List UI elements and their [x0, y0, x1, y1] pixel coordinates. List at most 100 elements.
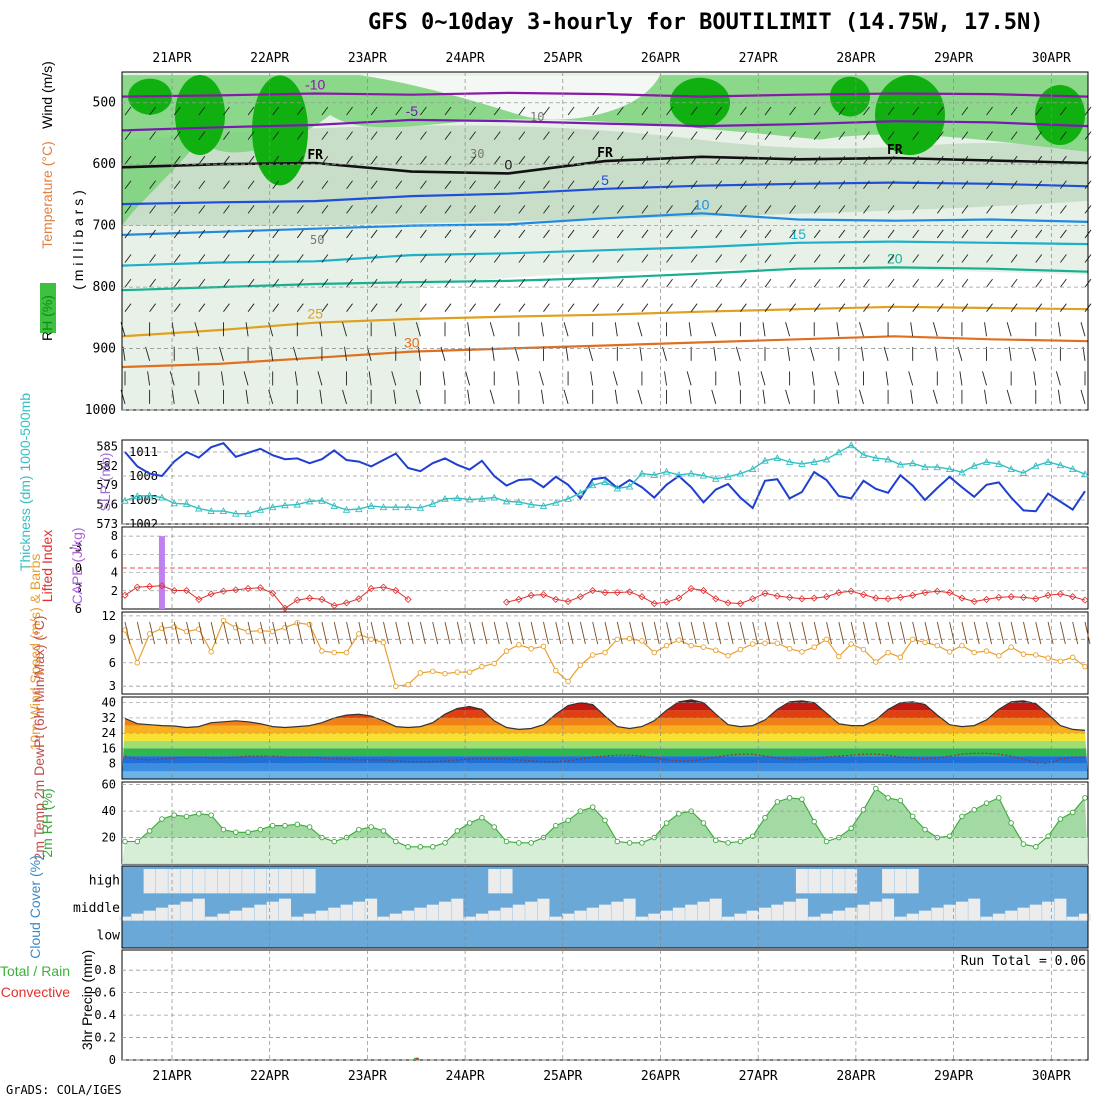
wind-barb: [863, 155, 870, 165]
wind-speed-point: [503, 648, 510, 654]
wind-barb-10m: [912, 621, 919, 645]
thickness-point: [588, 481, 597, 489]
wind-barb: [198, 106, 206, 116]
cloud-mid-gap: [1054, 898, 1067, 921]
wind-barb: [567, 106, 575, 116]
wind-barb: [690, 205, 698, 214]
wind-barb: [442, 371, 446, 386]
wind-barb: [887, 254, 895, 263]
wind-barb: [1060, 180, 1067, 190]
thickness-point: [847, 441, 855, 449]
wind-barb: [735, 346, 741, 361]
wind-barb: [762, 389, 766, 404]
wind-speed-point: [553, 667, 559, 674]
cloud-mid-gap: [131, 913, 144, 921]
wind-barb: [469, 180, 476, 190]
wind-barb: [688, 322, 692, 337]
lifted-index-point: [909, 591, 917, 599]
cloud-mid-gap: [512, 904, 525, 921]
wind-speed-point: [466, 669, 473, 675]
wind-barb: [1060, 155, 1067, 165]
wind-barb-10m: [456, 621, 463, 645]
wind-barb-10m: [358, 621, 365, 645]
cloud-mid-gap: [882, 898, 895, 921]
temp-color-band: [122, 756, 1088, 764]
cloud-mid-gap: [586, 907, 599, 921]
wind-barb: [961, 205, 969, 214]
wind-barb-10m: [629, 621, 636, 645]
wind-barb: [936, 303, 944, 312]
wind-barb: [319, 389, 323, 404]
rh-blob-saturated: [175, 75, 225, 156]
rh-point: [269, 822, 276, 829]
precip-tick: 0.2: [94, 1031, 116, 1045]
wind-barb: [785, 322, 791, 337]
wind-barb-10m: [395, 621, 402, 645]
wind-barb: [420, 278, 427, 288]
thickness-point: [441, 494, 449, 502]
rh-point: [626, 840, 633, 846]
thickness-point: [613, 484, 622, 492]
cloud-high-gap: [845, 869, 858, 894]
cloud-mid-gap: [180, 901, 193, 921]
wind-barb: [961, 278, 969, 288]
rh-point: [762, 814, 768, 821]
wind-barb: [565, 346, 569, 361]
wind-barb: [124, 155, 132, 165]
isotherm-line: [121, 305, 1089, 338]
wind-barb: [247, 303, 255, 312]
wind-barb-10m: [149, 621, 156, 645]
wind-barb: [690, 278, 698, 288]
thickness-point: [958, 468, 966, 476]
wind-barb-10m: [555, 621, 562, 645]
wind-barb: [1035, 180, 1043, 190]
wind-barb: [1060, 254, 1067, 263]
wind-barb: [198, 254, 206, 263]
wind-barb: [543, 229, 550, 239]
lifted-index-point: [1081, 596, 1089, 604]
thickness-point: [404, 503, 412, 511]
wind-barb: [838, 205, 846, 214]
wind-barb: [321, 131, 329, 140]
wind-barb: [444, 278, 452, 288]
wind-barb: [469, 205, 476, 214]
lifted-index-point: [613, 589, 621, 597]
wind-barb-10m: [838, 621, 845, 645]
date-label-top: 23APR: [348, 51, 387, 66]
wind-barb: [932, 322, 938, 337]
cloud-mid-gap: [611, 901, 624, 921]
wind-barb: [247, 205, 255, 214]
wind-barb: [592, 155, 600, 165]
wind-barb: [420, 254, 427, 263]
wind-barb-10m: [309, 621, 316, 645]
thickness-point: [736, 469, 745, 477]
cloud-mid-gap: [685, 904, 698, 921]
isotherm-label: 30: [404, 335, 420, 351]
wind-barb: [592, 229, 600, 239]
wind-speed-point: [885, 649, 891, 656]
wind-barb: [563, 389, 569, 404]
date-label-top: 29APR: [934, 51, 973, 66]
wind-barb: [247, 106, 255, 116]
thickness-point: [625, 482, 634, 490]
cloud-mid-gap: [820, 913, 833, 921]
lifted-index-point: [749, 595, 757, 603]
isotherm-line: [121, 155, 1089, 175]
wind-barb: [616, 229, 624, 239]
wind-barb: [664, 371, 667, 386]
thickness-point: [748, 465, 757, 473]
wind-barb: [936, 254, 944, 263]
wind-barb-10m: [1035, 621, 1042, 645]
wind-barb: [245, 389, 249, 404]
wind-speed-point: [356, 631, 362, 637]
lifted-index-point: [232, 586, 240, 594]
wind-barb: [887, 303, 895, 312]
wind-speed-point: [688, 642, 694, 649]
wind-speed-point: [873, 659, 879, 665]
lifted-index-point: [724, 599, 732, 607]
cloud-mid-gap: [414, 907, 427, 921]
cloud-high-gap: [894, 869, 907, 894]
wind-barb: [493, 180, 501, 190]
wind-barb: [986, 229, 993, 239]
thickness-point: [170, 499, 178, 507]
